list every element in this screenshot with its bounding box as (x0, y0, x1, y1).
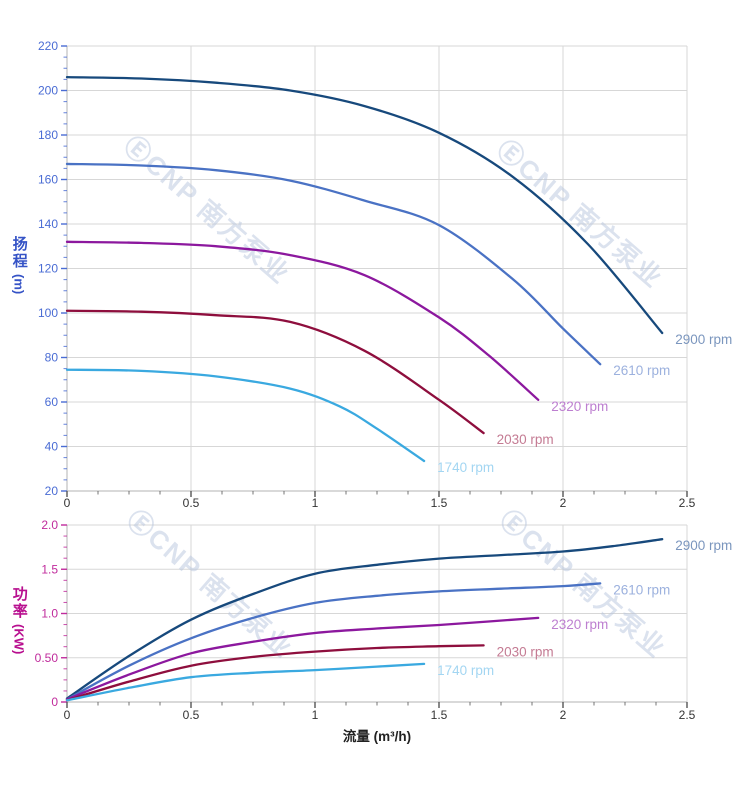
gridlines (67, 45, 688, 702)
head-axis-title: 扬程 (m) (10, 236, 28, 295)
power-axis-title: 功率 (KW) (10, 586, 28, 655)
x-tick-label: 1.5 (431, 708, 448, 722)
curve-2030-rpm[interactable] (65, 644, 485, 702)
y-tick-label: 60 (45, 395, 59, 409)
x-tick-label: 2.5 (679, 708, 696, 722)
curve-end-label: 2030 rpm (497, 432, 554, 447)
curve-2610-rpm[interactable] (65, 162, 602, 366)
curve-end-label: 2900 rpm (675, 538, 732, 553)
y-tick-label: 2.0 (41, 518, 58, 532)
x-tick-label: 0 (64, 496, 71, 510)
y-tick-label: 120 (38, 262, 58, 276)
y-tick-label: 0 (51, 695, 58, 709)
curve-end-label: 2030 rpm (497, 644, 554, 659)
x-tick-label: 2.5 (679, 496, 696, 510)
curve-end-label: 2610 rpm (613, 363, 670, 378)
y-tick-label: 0.50 (35, 651, 59, 665)
curve-end-label: 1740 rpm (437, 663, 494, 678)
watermark: ⒺCNP 南方泵业 (121, 504, 299, 664)
curve-2320-rpm[interactable] (65, 240, 540, 401)
y-tick-label: 80 (45, 351, 59, 365)
y-tick-label: 180 (38, 128, 58, 142)
curve-end-label: 1740 rpm (437, 460, 494, 475)
curve-end-label: 2320 rpm (551, 617, 608, 632)
y-tick-label: 1.5 (41, 562, 58, 576)
curve-2900-rpm[interactable] (65, 538, 664, 700)
curve-2320-rpm[interactable] (65, 616, 540, 701)
x-tick-label: 2 (560, 496, 567, 510)
y-tick-label: 140 (38, 217, 58, 231)
x-tick-label: 0 (64, 708, 71, 722)
watermark: ⒺCNP 南方泵业 (118, 130, 296, 290)
y-tick-label: 40 (45, 440, 59, 454)
x-tick-label: 2 (560, 708, 567, 722)
curve-2610-rpm[interactable] (65, 582, 602, 701)
power-axis-unit: (KW) (11, 624, 27, 655)
curve-1740-rpm[interactable] (65, 662, 426, 702)
watermark: ⒺCNP 南方泵业 (491, 134, 669, 294)
y-tick-label: 20 (45, 484, 59, 498)
series-curves (65, 76, 664, 702)
y-tick-label: 220 (38, 39, 58, 53)
flow-axis-title: 流量 (m³/h) (342, 729, 412, 744)
x-tick-label: 1 (312, 496, 319, 510)
y-tick-label: 200 (38, 84, 58, 98)
curve-end-label: 2610 rpm (613, 582, 670, 597)
curve-end-label: 2900 rpm (675, 332, 732, 347)
x-tick-label: 0.5 (183, 708, 200, 722)
curve-2900-rpm[interactable] (65, 76, 664, 335)
y-tick-label: 1.0 (41, 607, 58, 621)
x-tick-label: 1.5 (431, 496, 448, 510)
curve-2030-rpm[interactable] (65, 309, 485, 435)
y-tick-label: 160 (38, 173, 58, 187)
y-tick-label: 100 (38, 306, 58, 320)
curve-1740-rpm[interactable] (65, 368, 426, 463)
head-axis-title-text: 扬程 (10, 236, 28, 270)
x-tick-label: 1 (312, 708, 319, 722)
head-axis-unit: (m) (11, 274, 27, 295)
curve-end-label: 2320 rpm (551, 399, 608, 414)
x-tick-label: 0.5 (183, 496, 200, 510)
power-axis-title-text: 功率 (10, 586, 28, 620)
